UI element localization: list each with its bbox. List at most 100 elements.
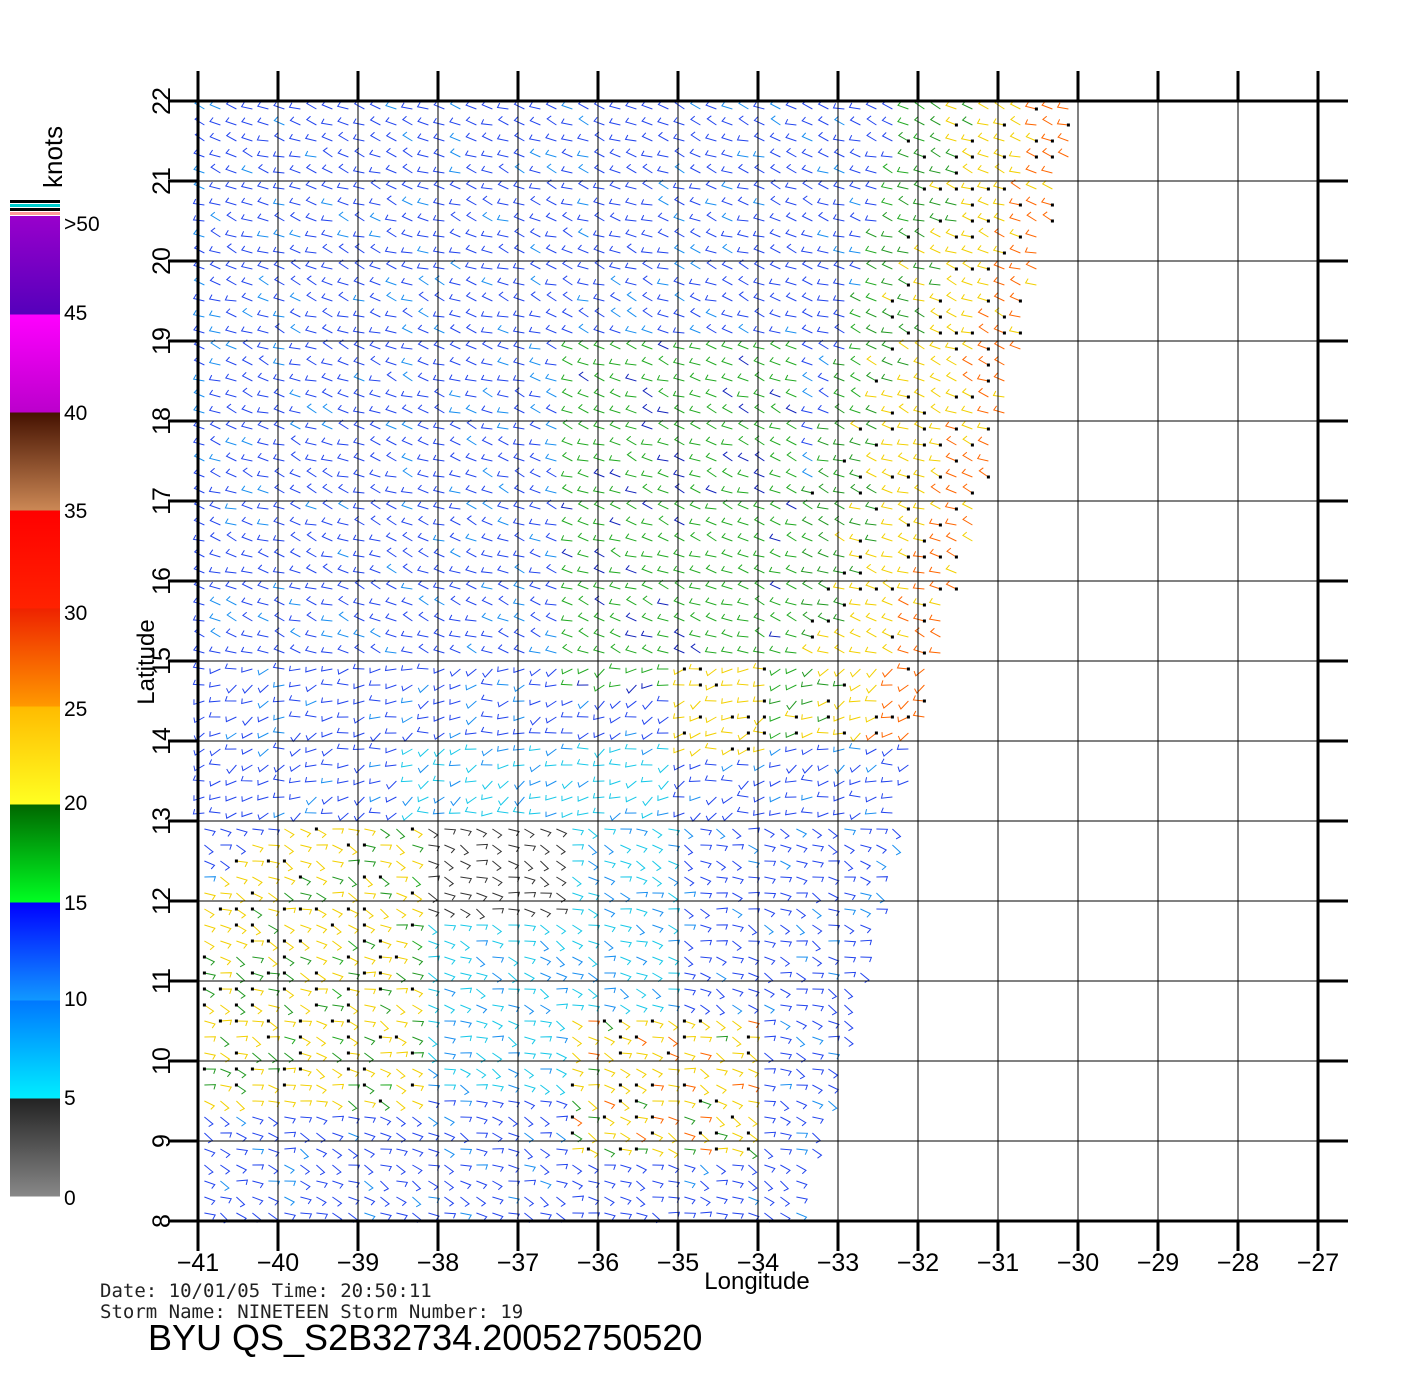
wind-barb <box>672 357 685 366</box>
colorbar-tick-label: 45 <box>64 302 87 325</box>
wind-barb <box>480 150 493 158</box>
wind-barb <box>705 516 717 526</box>
wind-barb <box>625 516 637 526</box>
wind-barb <box>673 628 685 638</box>
wind-barb <box>336 311 349 318</box>
wind-barb <box>385 147 397 158</box>
rain-flag-dot <box>346 1003 350 1007</box>
wind-barb <box>652 1132 664 1142</box>
wind-barb <box>625 148 637 158</box>
wind-barb <box>305 501 317 510</box>
wind-barb <box>897 532 909 542</box>
wind-barb <box>641 532 653 542</box>
wind-barb <box>348 1148 359 1159</box>
wind-barb <box>204 1084 217 1090</box>
wind-barb <box>913 165 925 174</box>
wind-barb <box>850 355 861 366</box>
wind-barb <box>268 1084 280 1094</box>
wind-barb <box>192 229 205 238</box>
wind-barb <box>641 667 653 674</box>
rain-flag-dot <box>826 699 830 703</box>
wind-barb <box>721 812 733 822</box>
wind-barb <box>508 1020 520 1030</box>
wind-barb <box>496 277 509 286</box>
wind-barb <box>848 517 861 526</box>
rain-flag-dot <box>938 587 942 591</box>
wind-barb <box>256 470 269 478</box>
rain-flag-dot <box>314 907 318 911</box>
wind-barb <box>354 515 365 526</box>
rain-flag-dot <box>1050 139 1054 143</box>
wind-barb <box>753 244 765 254</box>
wind-barb <box>236 1020 249 1027</box>
wind-barb <box>380 1132 392 1141</box>
wind-barb <box>652 1100 665 1106</box>
wind-barb <box>561 596 573 606</box>
wind-barb <box>290 531 301 542</box>
wind-barb <box>609 812 621 822</box>
wind-barb <box>592 358 605 366</box>
wind-barb <box>801 292 813 302</box>
wind-barb <box>481 596 493 606</box>
wind-barb <box>476 843 489 850</box>
wind-barb <box>412 1036 424 1046</box>
wind-barb <box>336 533 349 542</box>
wind-barb <box>380 860 392 868</box>
rain-flag-dot <box>858 571 862 575</box>
wind-barb <box>268 876 280 885</box>
wind-barb <box>480 374 493 382</box>
wind-barb <box>753 356 765 366</box>
wind-barb <box>433 564 445 574</box>
wind-barb <box>640 214 653 222</box>
wind-barb <box>593 684 605 692</box>
wind-barb <box>844 1004 854 1016</box>
rain-flag-dot <box>1002 315 1006 319</box>
wind-barb <box>833 341 845 350</box>
wind-barb <box>434 403 445 414</box>
rain-flag-dot <box>858 587 862 591</box>
wind-barb <box>433 595 445 606</box>
wind-barb <box>657 716 669 725</box>
wind-barb <box>588 828 598 840</box>
wind-barb <box>1025 229 1037 238</box>
rain-flag-dot <box>970 267 974 271</box>
rain-flag-dot <box>1018 331 1022 335</box>
wind-barb <box>514 467 525 478</box>
wind-barb <box>304 133 317 142</box>
wind-barb <box>833 643 845 654</box>
rain-flag-dot <box>1018 299 1022 303</box>
wind-barb <box>288 151 301 158</box>
wind-barb <box>544 231 557 238</box>
wind-barb <box>945 532 957 542</box>
wind-barb <box>737 580 749 590</box>
wind-barb <box>880 758 893 766</box>
rain-flag-dot <box>698 1131 702 1135</box>
wind-barb <box>444 1180 455 1191</box>
wind-barb <box>364 1020 377 1028</box>
wind-barb <box>241 732 253 739</box>
wind-barb <box>636 1100 648 1109</box>
wind-barb <box>716 1179 729 1186</box>
wind-barb <box>428 1212 440 1221</box>
wind-barb <box>796 1100 808 1110</box>
wind-barb <box>412 1116 423 1127</box>
wind-barb <box>556 1052 568 1062</box>
wind-barb <box>434 275 445 286</box>
wind-barb <box>476 1148 488 1157</box>
wind-barb <box>812 940 822 952</box>
rain-flag-dot <box>698 1099 702 1103</box>
wind-barb <box>684 1164 696 1173</box>
wind-barb <box>674 483 685 494</box>
wind-barb <box>577 780 589 788</box>
wind-barb <box>465 163 477 174</box>
wind-barb <box>402 307 413 318</box>
wind-barb <box>769 748 781 757</box>
longitude-tick-labels: −41 −40 −39 −38 −37 −36 −35 −34 −33 −32 −31 −30 −29−… <box>177 1249 1339 1277</box>
colorbar-tick-label: 30 <box>64 602 87 625</box>
wind-barb <box>705 388 717 398</box>
wind-barb <box>705 581 717 590</box>
wind-barb <box>736 135 749 142</box>
wind-barb <box>556 956 566 968</box>
wind-barb <box>626 499 637 510</box>
rain-flag-dot <box>298 1035 302 1039</box>
